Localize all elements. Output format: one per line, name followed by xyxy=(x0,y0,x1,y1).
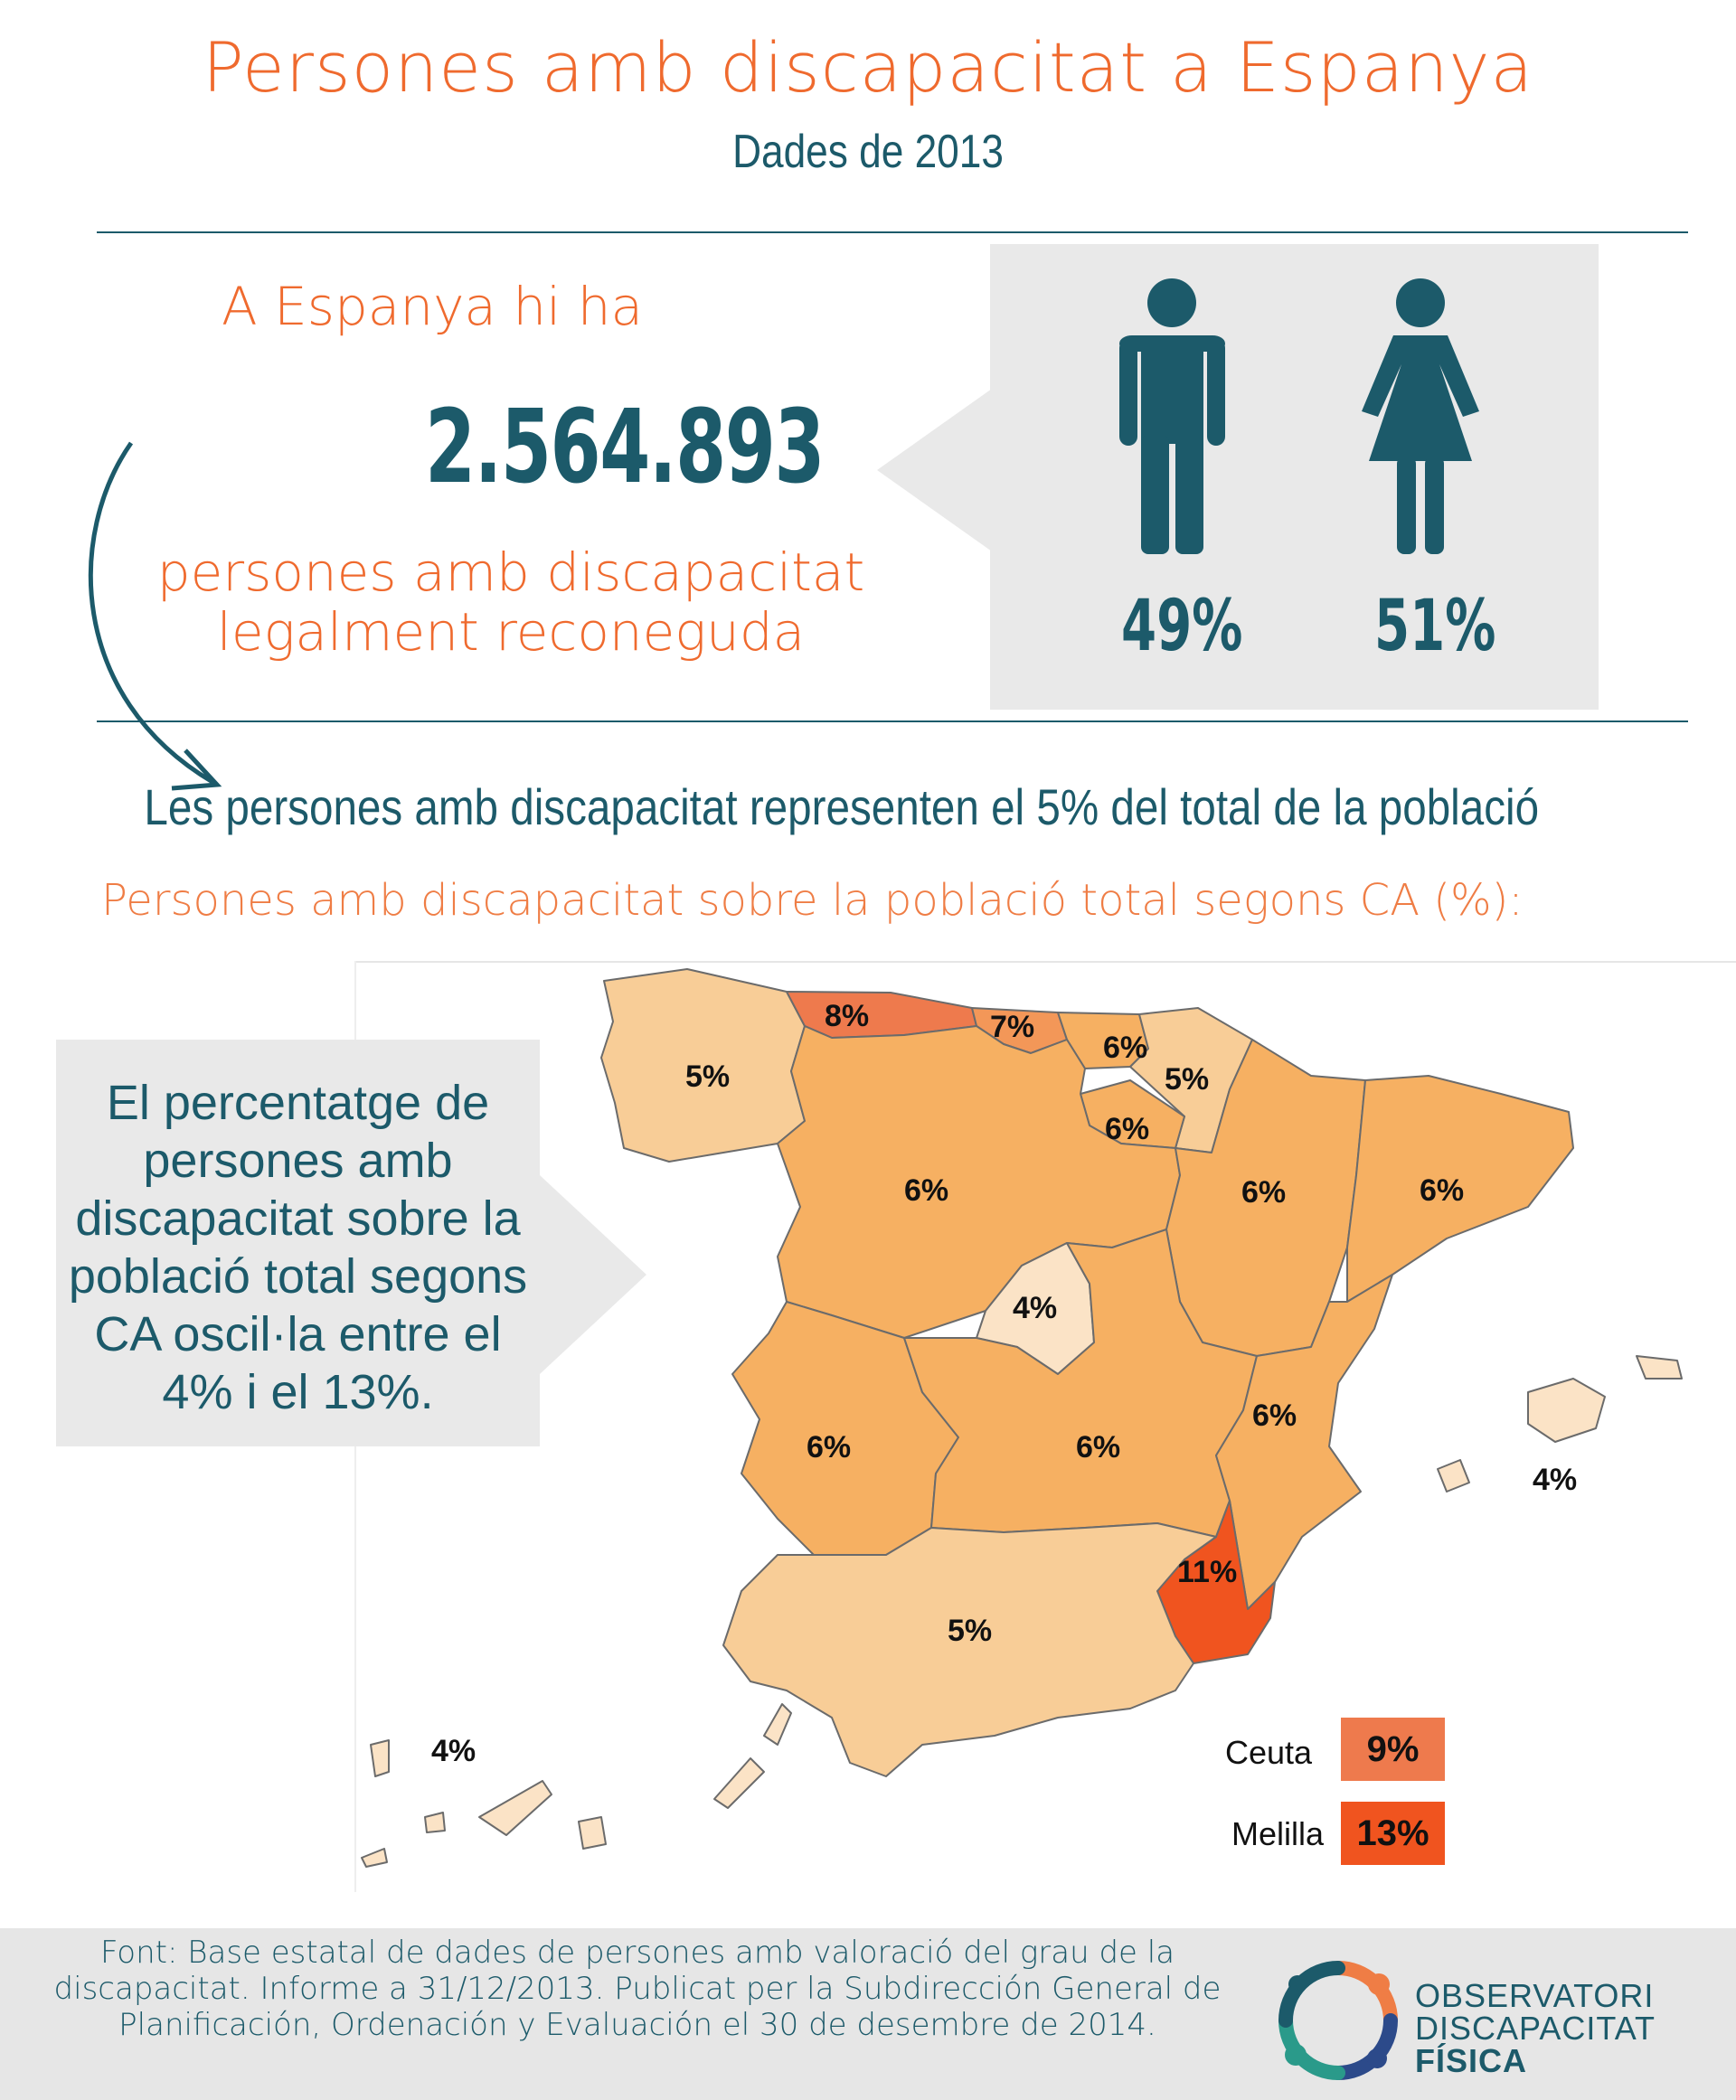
label-madrid: 4% xyxy=(1013,1291,1058,1325)
curved-arrow-icon xyxy=(88,441,222,791)
region-canarias-fuerteventura xyxy=(713,1757,765,1809)
top-divider xyxy=(97,231,1688,233)
region-baleares-menorca xyxy=(1636,1355,1683,1380)
label-extremadura: 6% xyxy=(807,1430,852,1464)
total-description-line2: legalment reconeguda xyxy=(216,601,806,663)
region-canarias-grancanaria xyxy=(578,1816,607,1850)
label-canarias: 4% xyxy=(431,1734,476,1768)
label-pais-vasco: 6% xyxy=(1103,1031,1148,1065)
label-navarra: 5% xyxy=(1165,1062,1210,1097)
population-statement: Les persones amb discapacitat represente… xyxy=(144,778,1540,835)
org-line1: OBSERVATORI xyxy=(1415,1977,1655,2014)
page-title: Persones amb discapacitat a Espanya xyxy=(202,27,1534,108)
middle-divider xyxy=(97,720,1688,722)
label-cataluna: 6% xyxy=(1420,1173,1465,1208)
footer xyxy=(0,1928,1736,2100)
woman-icon xyxy=(1362,278,1479,554)
label-asturias: 8% xyxy=(825,999,870,1033)
source-line2: discapacitat. Informe a 31/12/2013. Publ… xyxy=(53,1971,1222,2007)
region-cataluna xyxy=(1346,1075,1574,1303)
label-cantabria: 7% xyxy=(990,1010,1035,1044)
label-la-rioja: 6% xyxy=(1105,1112,1150,1146)
man-icon xyxy=(1119,278,1225,554)
male-percent: 49% xyxy=(1121,586,1243,667)
label-galicia: 5% xyxy=(685,1059,731,1094)
female-percent: 51% xyxy=(1374,586,1496,667)
label-andalucia: 5% xyxy=(948,1614,993,1648)
region-andalucia xyxy=(722,1522,1217,1777)
org-line3: FÍSICA xyxy=(1415,2042,1528,2079)
label-valencia: 6% xyxy=(1252,1398,1297,1433)
source-line3: Planificación, Ordenación y Evaluación e… xyxy=(118,2007,1156,2043)
page-subtitle: Dades de 2013 xyxy=(732,126,1004,178)
gender-panel xyxy=(990,244,1599,710)
observatori-logo-icon xyxy=(1278,1961,1398,2080)
legend-melilla-value: 13% xyxy=(1341,1802,1445,1865)
spain-map xyxy=(361,968,1683,1868)
label-castilla-la-mancha: 6% xyxy=(1076,1430,1121,1464)
org-line2: DISCAPACITAT xyxy=(1415,2010,1656,2047)
total-description-line1: persones amb discapacitat xyxy=(156,541,865,603)
callout-pointer xyxy=(540,1175,646,1374)
total-count: 2.564.893 xyxy=(425,389,826,506)
legend-ceuta-value: 9% xyxy=(1341,1718,1445,1781)
region-valencia xyxy=(1215,1274,1393,1610)
legend-ceuta-name: Ceuta xyxy=(1225,1734,1313,1771)
legend-melilla-name: Melilla xyxy=(1231,1815,1325,1852)
callout-text: El percentatge de persones amb discapaci… xyxy=(68,1076,528,1419)
label-aragon: 6% xyxy=(1241,1175,1287,1210)
region-canarias-lanzarote xyxy=(763,1703,792,1746)
callout-panel xyxy=(56,1040,540,1446)
org-name: OBSERVATORI DISCAPACITAT FÍSICA xyxy=(1415,1980,1656,2077)
label-castilla-leon: 6% xyxy=(904,1173,949,1208)
region-canarias-tenerife xyxy=(478,1780,552,1836)
label-baleares: 4% xyxy=(1533,1463,1578,1497)
map-top-border xyxy=(354,961,1736,963)
region-baleares-mallorca xyxy=(1527,1378,1606,1443)
gender-panel-pointer xyxy=(877,389,992,551)
region-canarias-hierro xyxy=(361,1848,388,1868)
region-canarias-gomera xyxy=(424,1812,446,1833)
map-title: Persones amb discapacitat sobre la pobla… xyxy=(101,875,1524,926)
label-murcia: 11% xyxy=(1177,1555,1238,1589)
region-canarias-lapalma xyxy=(370,1739,390,1777)
source-line1: Font: Base estatal de dades de persones … xyxy=(99,1935,1175,1971)
source-text: Font: Base estatal de dades de persones … xyxy=(36,1935,1239,2043)
region-baleares-ibiza xyxy=(1437,1459,1470,1493)
intro-text: A Espanya hi ha xyxy=(222,276,644,337)
total-description: persones amb discapacitat legalment reco… xyxy=(136,542,886,662)
